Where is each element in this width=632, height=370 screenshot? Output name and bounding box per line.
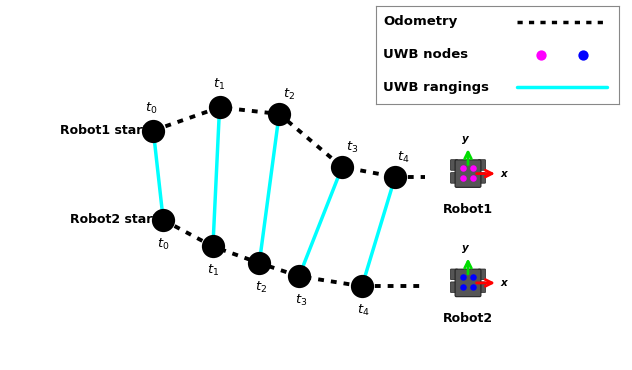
Text: UWB nodes: UWB nodes — [384, 48, 468, 61]
Text: $t_0$: $t_0$ — [145, 101, 158, 116]
FancyBboxPatch shape — [451, 160, 458, 170]
Point — [149, 128, 159, 134]
FancyBboxPatch shape — [478, 282, 485, 293]
Point — [458, 165, 468, 171]
Point — [214, 104, 224, 110]
FancyBboxPatch shape — [455, 160, 481, 187]
FancyBboxPatch shape — [451, 282, 458, 293]
Text: y: y — [463, 134, 469, 144]
FancyBboxPatch shape — [451, 172, 458, 183]
FancyBboxPatch shape — [455, 269, 481, 297]
Text: $t_0$: $t_0$ — [157, 236, 169, 252]
Text: Robot1 start: Robot1 start — [60, 124, 149, 137]
Point — [537, 52, 547, 58]
FancyBboxPatch shape — [478, 172, 485, 183]
Point — [458, 274, 468, 280]
FancyBboxPatch shape — [478, 269, 485, 280]
Point — [254, 260, 264, 266]
Point — [294, 273, 304, 279]
Point — [357, 283, 367, 289]
Point — [578, 52, 588, 58]
Point — [458, 284, 468, 290]
Point — [158, 217, 168, 223]
Text: UWB rangings: UWB rangings — [384, 81, 489, 94]
Point — [208, 243, 218, 249]
FancyBboxPatch shape — [478, 160, 485, 170]
Point — [274, 111, 284, 117]
Text: Robot2 start: Robot2 start — [70, 213, 158, 226]
Text: $t_1$: $t_1$ — [214, 77, 226, 92]
Text: $t_2$: $t_2$ — [283, 87, 295, 102]
FancyBboxPatch shape — [451, 269, 458, 280]
Text: Robot2: Robot2 — [443, 312, 493, 325]
Text: Odometry: Odometry — [384, 16, 458, 28]
Text: $t_1$: $t_1$ — [207, 263, 219, 278]
Text: $t_3$: $t_3$ — [346, 140, 358, 155]
Text: x: x — [500, 278, 507, 288]
Point — [390, 174, 400, 180]
Point — [337, 164, 347, 170]
Text: x: x — [500, 169, 507, 179]
Text: $t_3$: $t_3$ — [295, 293, 307, 308]
Point — [468, 175, 478, 181]
Text: $t_2$: $t_2$ — [255, 280, 267, 295]
Text: Robot1: Robot1 — [443, 203, 493, 216]
Text: $t_4$: $t_4$ — [357, 303, 370, 318]
Point — [468, 274, 478, 280]
Text: y: y — [463, 243, 469, 253]
Point — [468, 165, 478, 171]
Point — [468, 284, 478, 290]
Text: $t_4$: $t_4$ — [397, 150, 410, 165]
Point — [458, 175, 468, 181]
